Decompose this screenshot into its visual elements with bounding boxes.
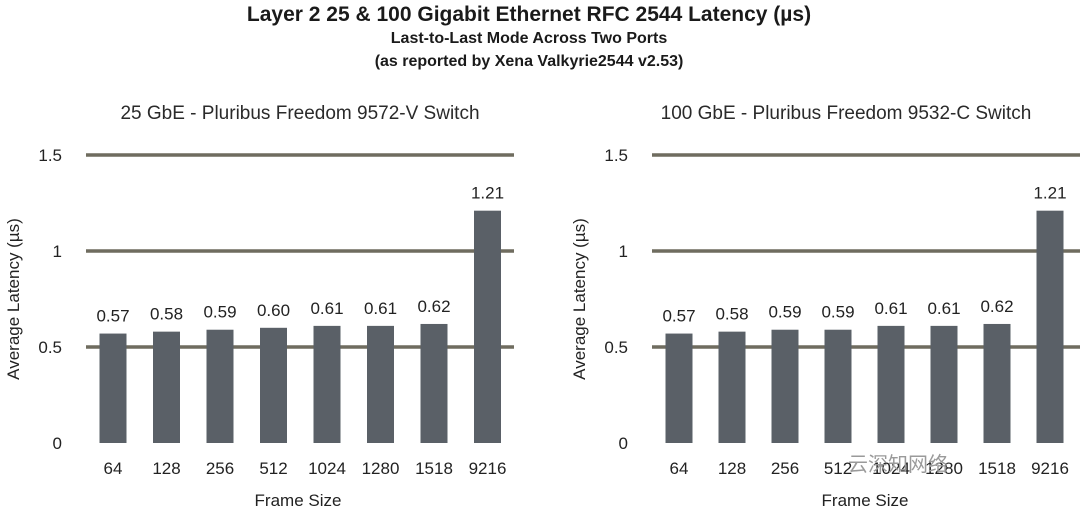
chart1-x-axis-label: Frame Size bbox=[255, 491, 342, 510]
chart1-xtick-label: 1518 bbox=[415, 459, 453, 478]
chart1-bar-64 bbox=[99, 333, 127, 443]
chart1-data-label: 0.60 bbox=[257, 301, 290, 320]
chart1-xtick-label: 9216 bbox=[469, 459, 507, 478]
chart2-bar-128 bbox=[718, 331, 746, 443]
chart1-data-label: 0.58 bbox=[150, 305, 183, 324]
chart1-data-label: 0.61 bbox=[364, 299, 397, 318]
chart2-ytick-label: 1.5 bbox=[604, 146, 628, 165]
chart1-ytick-label: 0 bbox=[53, 434, 62, 453]
chart2-xtick-label: 1280 bbox=[925, 459, 963, 478]
chart2-xtick-label: 64 bbox=[670, 459, 689, 478]
chart1-xtick-label: 128 bbox=[152, 459, 180, 478]
chart2-xtick-label: 256 bbox=[771, 459, 799, 478]
chart2-data-label: 0.58 bbox=[715, 305, 748, 324]
chart2-bar-9216 bbox=[1036, 210, 1064, 443]
chart1-data-label: 1.21 bbox=[471, 184, 504, 203]
chart1-xtick-label: 1024 bbox=[308, 459, 346, 478]
chart2-xtick-label: 1024 bbox=[872, 459, 910, 478]
chart2-ytick-label: 0 bbox=[619, 434, 628, 453]
chart2-x-axis-label: Frame Size bbox=[822, 491, 909, 510]
chart2-y-axis-label: Average Latency (µs) bbox=[570, 218, 589, 380]
figure-subtitle-line1: Last-to-Last Mode Across Two Ports bbox=[390, 30, 668, 47]
chart1-bar-1280 bbox=[367, 325, 394, 443]
chart2-ytick-label: 1 bbox=[619, 242, 628, 261]
chart2-data-label: 0.57 bbox=[662, 307, 695, 326]
chart1-bar-1518 bbox=[420, 323, 448, 443]
chart1-bar-512 bbox=[260, 327, 287, 443]
chart2-data-label: 0.61 bbox=[874, 299, 907, 318]
chart1-data-label: 0.61 bbox=[310, 299, 343, 318]
chart1-ytick-label: 1.5 bbox=[38, 146, 62, 165]
watermark-text: 云深知网络 bbox=[848, 452, 948, 476]
chart2-xtick-label: 1518 bbox=[978, 459, 1016, 478]
chart2-bar-256 bbox=[771, 329, 799, 443]
chart1-bar-256 bbox=[206, 329, 234, 443]
chart2-bar-1024 bbox=[877, 325, 905, 443]
chart1-bar-9216 bbox=[474, 210, 501, 443]
chart1-data-label: 0.57 bbox=[96, 307, 129, 326]
chart2-bar-64 bbox=[665, 333, 693, 443]
chart1-y-axis-label: Average Latency (µs) bbox=[4, 218, 23, 380]
chart1-data-label: 0.59 bbox=[203, 303, 236, 322]
chart2-data-label: 0.61 bbox=[927, 299, 960, 318]
chart2-data-label: 0.59 bbox=[821, 303, 854, 322]
chart1-data-label: 0.62 bbox=[417, 297, 450, 316]
chart1-xtick-label: 64 bbox=[104, 459, 123, 478]
chart1-bar-1024 bbox=[313, 325, 341, 443]
chart1-xtick-label: 512 bbox=[259, 459, 287, 478]
figure-title-block: Layer 2 25 & 100 Gigabit Ethernet RFC 25… bbox=[0, 2, 1058, 73]
chart2-ytick-label: 0.5 bbox=[604, 338, 628, 357]
chart2-data-label: 0.62 bbox=[980, 297, 1013, 316]
figure-title: Layer 2 25 & 100 Gigabit Ethernet RFC 25… bbox=[246, 3, 812, 26]
chart2-xtick-label: 512 bbox=[824, 459, 852, 478]
chart2-data-label: 0.59 bbox=[768, 303, 801, 322]
chart1-xtick-label: 256 bbox=[206, 459, 234, 478]
chart1-bar-128 bbox=[153, 331, 180, 443]
chart2-title: 100 GbE - Pluribus Freedom 9532-C Switch bbox=[661, 103, 1032, 124]
chart1-ytick-label: 0.5 bbox=[38, 338, 62, 357]
chart2-xtick-label: 128 bbox=[718, 459, 746, 478]
figure-subtitle-line2: (as reported by Xena Valkyrie2544 v2.53) bbox=[374, 53, 684, 70]
chart2-bar-1280 bbox=[930, 325, 958, 443]
chart2-bar-1518 bbox=[983, 323, 1011, 443]
chart2-xtick-label: 9216 bbox=[1031, 459, 1069, 478]
chart2-data-label: 1.21 bbox=[1033, 184, 1066, 203]
chart1-xtick-label: 1280 bbox=[362, 459, 400, 478]
chart1-ytick-label: 1 bbox=[53, 242, 62, 261]
chart2-bar-512 bbox=[824, 329, 852, 443]
chart1-title: 25 GbE - Pluribus Freedom 9572-V Switch bbox=[120, 103, 479, 124]
